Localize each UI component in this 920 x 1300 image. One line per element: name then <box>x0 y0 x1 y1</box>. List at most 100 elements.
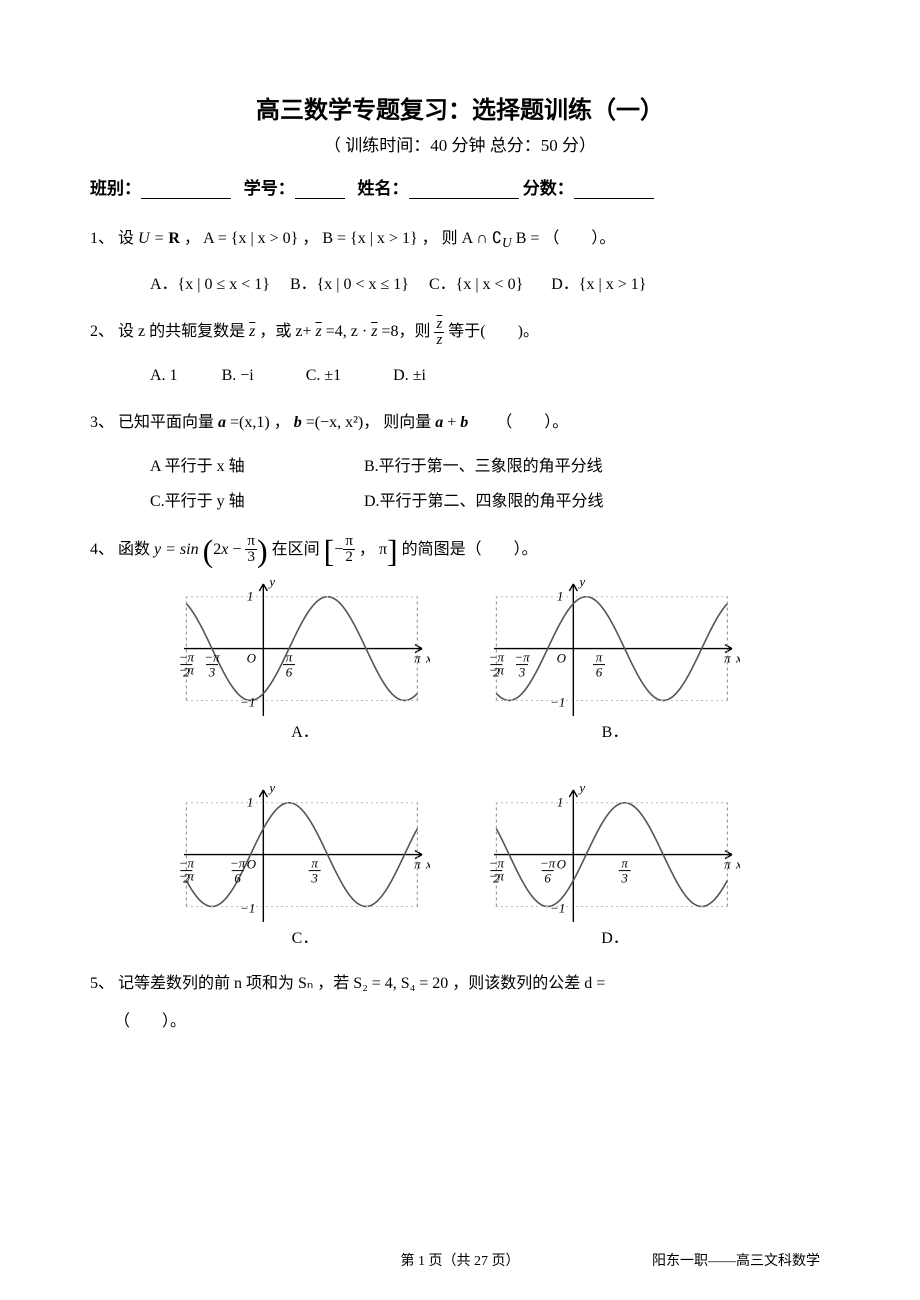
q3-ta: 已知平面向量 <box>118 414 218 431</box>
svg-text:O: O <box>557 651 567 666</box>
svg-text:3: 3 <box>518 665 526 680</box>
svg-text:2: 2 <box>493 665 500 680</box>
q1-eqA: U = <box>138 230 168 247</box>
q4-tc: 的简图是（ ）。 <box>402 541 538 558</box>
svg-text:π: π <box>414 651 421 666</box>
q5-num: 5、 <box>90 975 114 992</box>
q3-opt-b[interactable]: B.平行于第一、三象限的角平分线 <box>364 458 603 475</box>
svg-text:6: 6 <box>234 871 241 886</box>
score-blank[interactable] <box>574 179 654 199</box>
id-label: 学号： <box>244 179 295 198</box>
svg-text:π: π <box>621 856 628 871</box>
svg-text:x: x <box>735 651 740 666</box>
svg-text:1: 1 <box>557 795 564 810</box>
svg-text:y: y <box>577 576 585 589</box>
q2-frac-num: z <box>434 317 444 333</box>
q3-eqb: =(−x, x²)， 则向量 <box>306 414 436 431</box>
svg-text:O: O <box>247 651 257 666</box>
q4-tb: 在区间 <box>272 541 320 558</box>
svg-text:π: π <box>286 650 293 665</box>
graph-d[interactable]: Oxy1−1−π −π2−π6π3πD． <box>490 782 740 948</box>
svg-text:y: y <box>267 782 275 795</box>
q4-ta: 函数 <box>118 541 154 558</box>
q3-num: 3、 <box>90 414 114 431</box>
question-4: 4、 函数 y = sin (2x − π3) 在区间 [−π2 ， π] 的简… <box>90 534 830 566</box>
q4-comma: ， <box>359 541 375 558</box>
question-3: 3、 已知平面向量 a =(x,1) ， b =(−x, x²)， 则向量 a … <box>90 407 830 439</box>
svg-text:π: π <box>724 857 731 872</box>
class-blank[interactable] <box>141 179 231 199</box>
graph-b[interactable]: Oxy1−1−π −π2−π3π6πB． <box>490 576 740 742</box>
q2-zb3: z <box>371 323 377 340</box>
q2-frac: zz <box>434 317 444 348</box>
name-blank[interactable] <box>409 179 519 199</box>
svg-text:2: 2 <box>183 871 190 886</box>
svg-text:x: x <box>735 857 740 872</box>
q1-options: A．{x | 0 ≤ x < 1} B．{x | 0 < x ≤ 1} C．{x… <box>150 267 830 302</box>
q2-opt-d[interactable]: D. ±i <box>393 367 426 384</box>
svg-text:6: 6 <box>596 665 603 680</box>
q5-tail-line: （ ）。 <box>114 1006 830 1038</box>
q1-num: 1、 <box>90 230 114 247</box>
q2-opt-a[interactable]: A. 1 <box>150 367 178 384</box>
svg-text:6: 6 <box>544 871 551 886</box>
q3-options: A 平行于 x 轴 B.平行于第一、三象限的角平分线 C.平行于 y 轴 D.平… <box>150 449 830 519</box>
q3-b2: b <box>460 414 468 431</box>
q3-a: a <box>218 414 226 431</box>
q2-tb: ，或 z+ <box>259 323 311 340</box>
sine-graph: Oxy1−1−π −π2−π3π6π <box>180 576 430 716</box>
graph-label-a: A． <box>180 718 430 742</box>
question-2: 2、 设 z 的共轭复数是 z ，或 z+ z =4, z · z =8，则 z… <box>90 316 830 348</box>
id-blank[interactable] <box>295 179 345 199</box>
q2-opt-b[interactable]: B. −i <box>222 367 254 384</box>
student-info-line: 班别： 学号： 姓名： 分数： <box>90 174 830 199</box>
sine-graph: Oxy1−1−π −π2−π6π3π <box>180 782 430 922</box>
svg-text:−π: −π <box>180 650 194 665</box>
q2-td: =8，则 <box>381 323 434 340</box>
q3-opt-a[interactable]: A 平行于 x 轴 <box>150 449 360 484</box>
q4-ild: 2 <box>343 550 355 565</box>
svg-text:1: 1 <box>247 795 254 810</box>
svg-text:x: x <box>425 651 430 666</box>
sine-graph: Oxy1−1−π −π2−π6π3π <box>490 782 740 922</box>
q3-b: b <box>294 414 302 431</box>
q1-opt-b[interactable]: B．{x | 0 < x ≤ 1} <box>290 276 409 293</box>
q2-frac-den: z <box>434 333 444 348</box>
svg-text:x: x <box>425 857 430 872</box>
svg-text:π: π <box>724 651 731 666</box>
q1-opt-c[interactable]: C．{x | x < 0} <box>429 276 523 293</box>
svg-text:−π: −π <box>490 856 504 871</box>
q3-tail: （ ）。 <box>472 414 568 431</box>
q4-yeq: y = sin <box>154 541 199 558</box>
q3-opt-c[interactable]: C.平行于 y 轴 <box>150 484 360 519</box>
page-subtitle: （ 训练时间：40 分钟 总分：50 分） <box>90 131 830 156</box>
q4-pi3d: 3 <box>245 550 257 565</box>
q1-text-b: ， A = {x | x > 0} ， B = {x | x > 1} ， 则 … <box>184 230 502 247</box>
graph-a[interactable]: Oxy1−1−π −π2−π3π6πA． <box>180 576 430 742</box>
name-label: 姓名： <box>358 179 409 198</box>
q4-pi3n: π <box>245 534 257 550</box>
svg-text:1: 1 <box>247 589 254 604</box>
graph-c[interactable]: Oxy1−1−π −π2−π6π3πC． <box>180 782 430 948</box>
svg-text:3: 3 <box>310 871 318 886</box>
q5-tail: （ ）。 <box>114 1013 186 1030</box>
question-5: 5、 记等差数列的前 n 项和为 Sₙ ，若 S₂ = 4, S₄ = 20 ，… <box>90 968 830 1000</box>
q3-plus: + <box>447 414 460 431</box>
q4-iln: π <box>343 534 355 550</box>
q2-zb1: z <box>249 323 255 340</box>
svg-text:1: 1 <box>557 589 564 604</box>
footer-right: 阳东一职——高三文科数学 <box>652 1250 820 1270</box>
svg-text:−π: −π <box>514 650 530 665</box>
q1-opt-a[interactable]: A．{x | 0 ≤ x < 1} <box>150 276 270 293</box>
svg-text:3: 3 <box>208 665 216 680</box>
q4-graphs: Oxy1−1−π −π2−π3π6πA．Oxy1−1−π −π2−π3π6πB．… <box>90 576 830 948</box>
svg-text:−π: −π <box>204 650 220 665</box>
page-title: 高三数学专题复习：选择题训练（一） <box>90 90 830 125</box>
q3-opt-d[interactable]: D.平行于第二、四象限的角平分线 <box>364 493 604 510</box>
svg-text:−1: −1 <box>550 900 565 915</box>
q1-opt-d[interactable]: D．{x | x > 1} <box>551 276 646 293</box>
svg-text:−π: −π <box>490 650 504 665</box>
q2-opt-c[interactable]: C. ±1 <box>306 367 341 384</box>
svg-text:O: O <box>247 857 257 872</box>
svg-text:π: π <box>311 856 318 871</box>
